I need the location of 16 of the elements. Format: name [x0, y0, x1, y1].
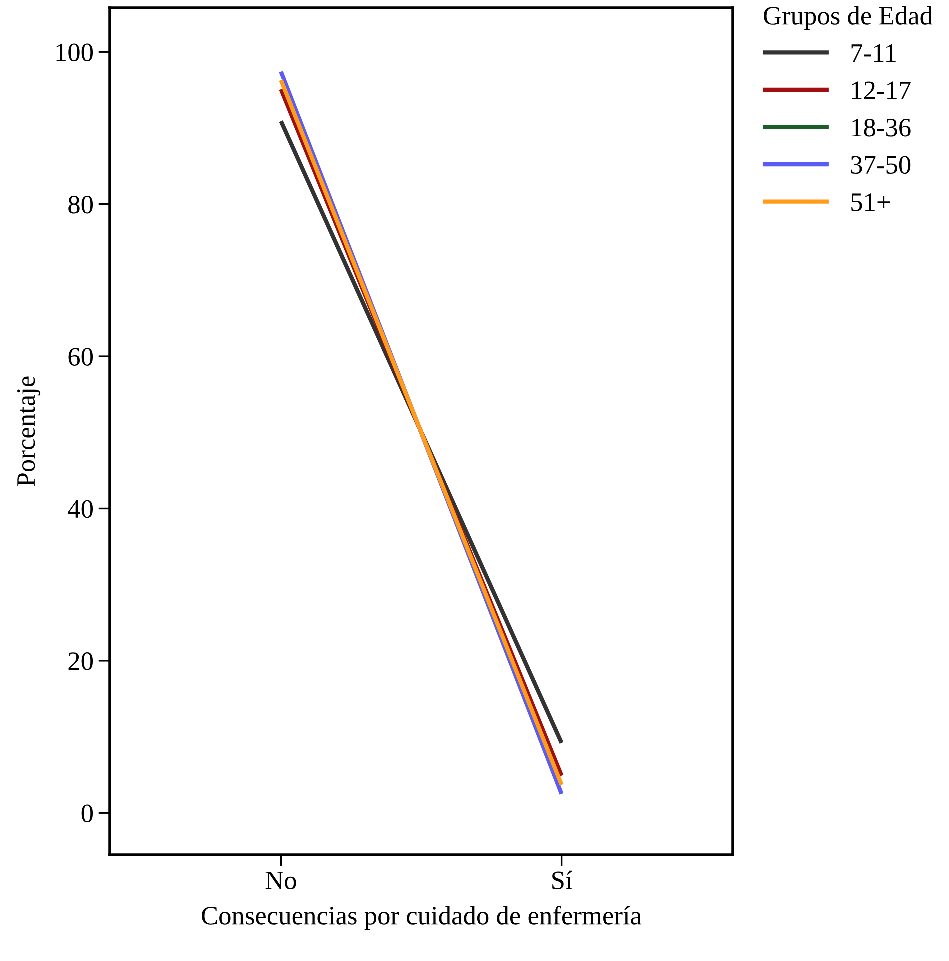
legend-label: 18-36 — [852, 118, 911, 137]
legend-label: 7-11 — [852, 44, 896, 62]
y-tick-label: 80 — [68, 196, 94, 214]
y-tick-label: 0 — [82, 804, 94, 823]
x-tick-label: No — [266, 872, 296, 890]
y-tick-label: 60 — [68, 348, 94, 366]
y-axis-title: Porcentaje — [17, 376, 41, 486]
legend-title: Grupos de Edad — [764, 6, 933, 30]
x-axis-title: Consecuencias por cuidado de enfermería — [202, 906, 642, 930]
y-tick-label: 40 — [68, 500, 94, 518]
legend-label: 37-50 — [851, 156, 911, 174]
x-tick-label: Sí — [552, 870, 573, 890]
legend-label: 12-17 — [852, 82, 911, 100]
legend-label: 51+ — [852, 194, 890, 212]
y-tick-label: 20 — [68, 652, 94, 670]
y-tick-label: 100 — [56, 44, 94, 62]
